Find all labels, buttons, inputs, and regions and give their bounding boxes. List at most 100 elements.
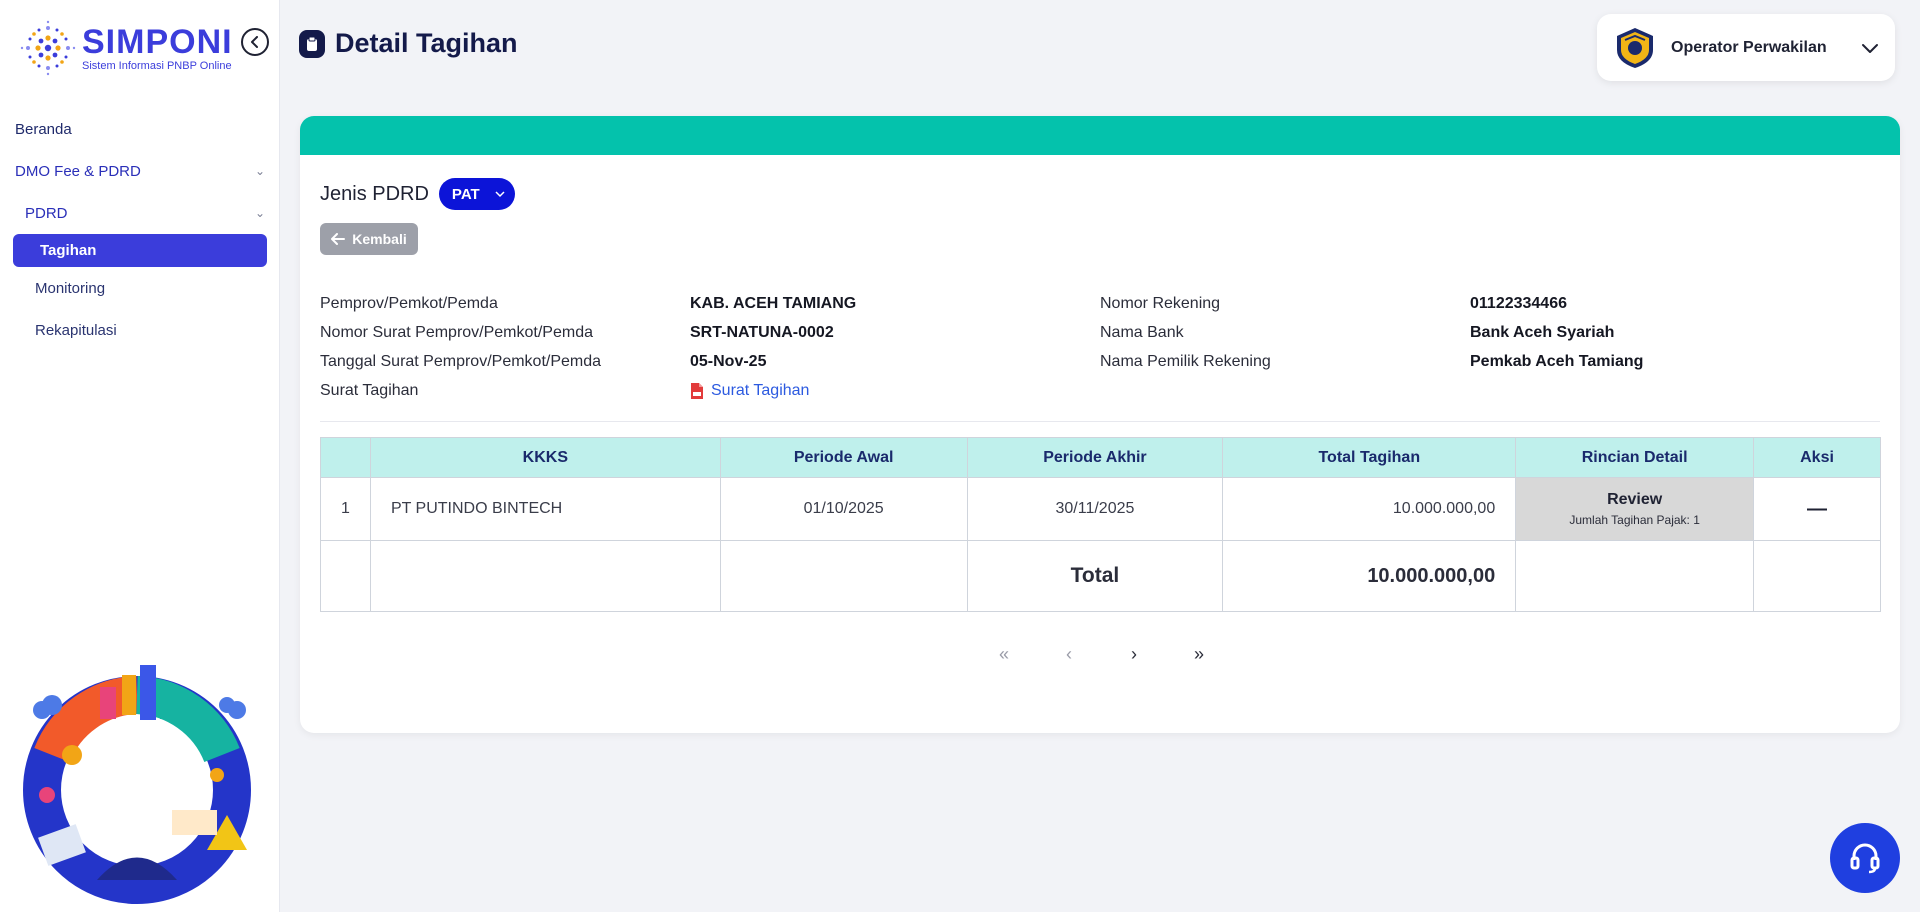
cell-periode-akhir: 30/11/2025	[966, 477, 1224, 541]
arrow-left-icon	[331, 233, 346, 245]
chevron-down-icon	[1862, 43, 1878, 53]
col-header-rincian-detail: Rincian Detail	[1515, 437, 1755, 478]
sidebar-item-rekapitulasi[interactable]: Rekapitulasi	[0, 309, 280, 351]
cell-kkks: PT PUTINDO BINTECH	[369, 477, 721, 541]
info-row-tanggal-surat: Tanggal Surat Pemprov/Pemkot/Pemda 05-No…	[320, 347, 856, 376]
table-total-row: Total 10.000.000,00	[320, 540, 1881, 612]
ministry-emblem-icon	[1617, 27, 1653, 68]
total-value: 10.000.000,00	[1222, 540, 1517, 612]
jenis-pdrd-select[interactable]: PAT	[438, 178, 515, 210]
divider	[320, 421, 1880, 422]
info-label: Nomor Rekening	[1100, 294, 1221, 312]
col-header-no	[320, 437, 371, 478]
col-header-periode-akhir: Periode Akhir	[966, 437, 1224, 478]
cell-no: 1	[320, 477, 371, 541]
sidebar-item-label: PDRD	[25, 204, 68, 222]
cell-empty	[1753, 540, 1881, 612]
cell-empty	[1515, 540, 1755, 612]
chevron-left-icon	[251, 36, 258, 48]
info-label: Tanggal Surat Pemprov/Pemkot/Pemda	[320, 352, 602, 370]
sidebar-item-beranda[interactable]: Beranda	[0, 108, 280, 150]
app-logo[interactable]: SIMPONI Sistem Informasi PNBP Online	[18, 18, 238, 78]
sidebar-item-label: Tagihan	[40, 242, 97, 259]
surat-tagihan-link[interactable]: Surat Tagihan	[690, 382, 809, 400]
sidebar-item-dmo-fee-pdrd[interactable]: DMO Fee & PDRD ⌄	[0, 150, 280, 192]
sidebar-item-label: Monitoring	[35, 279, 106, 297]
col-header-aksi: Aksi	[1753, 437, 1881, 478]
sidebar-item-tagihan[interactable]: Tagihan	[13, 234, 267, 267]
info-value: Pemkab Aceh Tamiang	[1470, 352, 1644, 370]
info-value: 05-Nov-25	[690, 352, 767, 370]
pager-first-button[interactable]: «	[998, 644, 1009, 664]
back-button[interactable]: Kembali	[320, 223, 418, 255]
simponi-logo-icon	[20, 20, 76, 76]
info-value: KAB. ACEH TAMIANG	[690, 294, 857, 312]
info-row-pemilik-rekening: Nama Pemilik Rekening Pemkab Aceh Tamian…	[1100, 347, 1643, 376]
cell-aksi: —	[1753, 477, 1881, 541]
pager-next-button[interactable]: ›	[1131, 644, 1137, 664]
user-menu[interactable]: Operator Perwakilan	[1597, 14, 1895, 81]
pager-prev-button[interactable]: ‹	[1066, 644, 1072, 664]
back-button-label: Kembali	[352, 231, 407, 247]
chevron-down-icon: ⌄	[254, 164, 265, 178]
pagination: « ‹ › »	[990, 644, 1213, 665]
info-row-nomor-rekening: Nomor Rekening 01122334466	[1100, 289, 1643, 318]
info-left: Pemprov/Pemkot/Pemda KAB. ACEH TAMIANG N…	[320, 289, 856, 405]
sidebar-item-monitoring[interactable]: Monitoring	[0, 267, 280, 309]
sidebar-item-label: Rekapitulasi	[35, 321, 117, 339]
sidebar-item-pdrd[interactable]: PDRD ⌄	[0, 192, 280, 234]
logo-text: SIMPONI Sistem Informasi PNBP Online	[82, 25, 233, 72]
cell-total-tagihan: 10.000.000,00	[1222, 477, 1517, 541]
total-label: Total	[966, 540, 1224, 612]
info-right: Nomor Rekening 01122334466 Nama Bank Ban…	[1100, 289, 1643, 376]
chevron-down-icon: ⌄	[254, 206, 265, 220]
info-row-surat-tagihan: Surat Tagihan Surat Tagihan	[320, 376, 856, 405]
info-label: Surat Tagihan	[320, 381, 419, 399]
chevron-down-icon	[495, 191, 505, 198]
info-label: Nama Bank	[1100, 323, 1184, 341]
jenis-pdrd-label: Jenis PDRD	[320, 182, 429, 205]
review-label: Review	[1607, 491, 1663, 508]
col-header-periode-awal: Periode Awal	[719, 437, 968, 478]
tagihan-table: KKKS Periode Awal Periode Akhir Total Ta…	[320, 437, 1881, 612]
jenis-pdrd: Jenis PDRD PAT	[320, 178, 515, 210]
headset-icon	[1850, 843, 1880, 874]
page-title: Detail Tagihan	[299, 28, 518, 59]
info-row-nama-bank: Nama Bank Bank Aceh Syariah	[1100, 318, 1643, 347]
cell-empty	[369, 540, 721, 612]
card-header-band	[300, 116, 1900, 155]
sidebar: SIMPONI Sistem Informasi PNBP Online Ber…	[0, 0, 280, 912]
sidebar-item-label: DMO Fee & PDRD	[15, 162, 141, 180]
brand-tagline: Sistem Informasi PNBP Online	[82, 59, 232, 72]
info-value: Bank Aceh Syariah	[1470, 323, 1615, 341]
table-header-row: KKKS Periode Awal Periode Akhir Total Ta…	[320, 437, 1881, 478]
cell-periode-awal: 01/10/2025	[719, 477, 968, 541]
info-value: SRT-NATUNA-0002	[690, 323, 834, 341]
pager-last-button[interactable]: »	[1193, 644, 1204, 664]
aksi-button[interactable]: —	[1807, 497, 1828, 520]
cell-empty	[320, 540, 371, 612]
col-header-total-tagihan: Total Tagihan	[1222, 437, 1517, 478]
surat-tagihan-link-text: Surat Tagihan	[711, 381, 810, 399]
sidebar-collapse-button[interactable]	[241, 28, 269, 56]
sidebar-illustration	[23, 665, 251, 904]
info-label: Pemprov/Pemkot/Pemda	[320, 294, 498, 312]
review-button[interactable]: Review Jumlah Tagihan Pajak: 1	[1515, 477, 1755, 541]
jenis-pdrd-value: PAT	[451, 185, 480, 203]
sidebar-item-label: Beranda	[15, 120, 72, 138]
page-title-text: Detail Tagihan	[335, 28, 518, 58]
info-label: Nama Pemilik Rekening	[1100, 352, 1271, 370]
review-subtext: Jumlah Tagihan Pajak: 1	[1569, 513, 1700, 527]
pdf-file-icon	[691, 382, 703, 399]
info-label: Nomor Surat Pemprov/Pemkot/Pemda	[320, 323, 593, 341]
cell-empty	[719, 540, 968, 612]
clipboard-icon	[299, 29, 325, 58]
sidebar-nav: Beranda DMO Fee & PDRD ⌄ PDRD ⌄ Tagihan …	[0, 108, 280, 351]
col-header-kkks: KKKS	[369, 437, 721, 478]
info-row-nomor-surat: Nomor Surat Pemprov/Pemkot/Pemda SRT-NAT…	[320, 318, 856, 347]
table-row: 1 PT PUTINDO BINTECH 01/10/2025 30/11/20…	[320, 477, 1881, 541]
detail-card: Jenis PDRD PAT Kembali Pemprov/Pemkot/Pe…	[300, 116, 1900, 733]
user-name: Operator Perwakilan	[1671, 38, 1827, 56]
info-row-pemda: Pemprov/Pemkot/Pemda KAB. ACEH TAMIANG	[320, 289, 856, 318]
help-button[interactable]	[1830, 823, 1900, 893]
